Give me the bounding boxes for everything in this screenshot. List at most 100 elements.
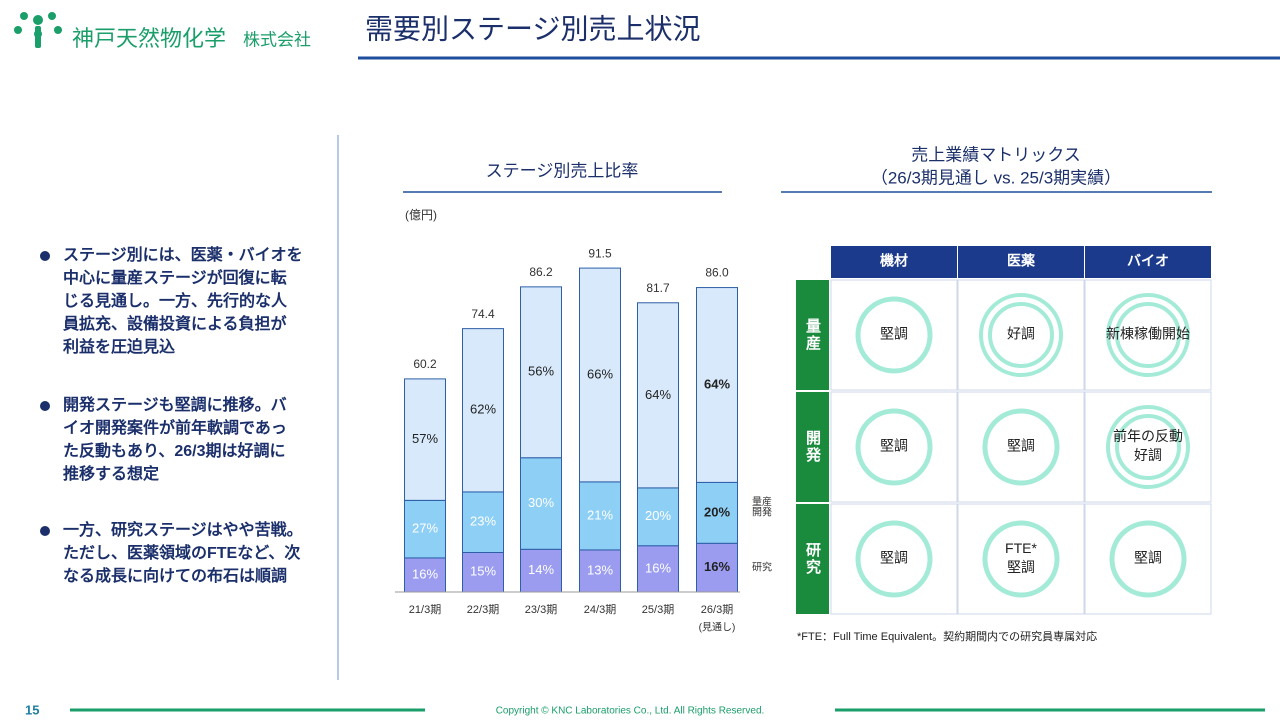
bar-segment	[579, 267, 621, 483]
footnote: *FTE：Full Time Equivalent。契約期間内での研究員専属対応	[797, 629, 1097, 643]
page-number: 15	[25, 702, 39, 717]
legend-label: 量産	[752, 495, 772, 508]
bar-segment	[579, 481, 621, 551]
segment-label: 16%	[704, 559, 730, 574]
total-label: 91.5	[588, 246, 612, 260]
segment-label: 14%	[528, 562, 554, 577]
segment-label: 15%	[470, 564, 496, 579]
total-label: 86.0	[705, 266, 729, 280]
segment-label: 56%	[528, 364, 554, 379]
segment-label: 66%	[587, 366, 613, 381]
cell-ring	[855, 520, 933, 598]
cell-ring	[982, 520, 1060, 598]
cell-ring	[982, 408, 1060, 486]
bar-segment	[462, 328, 504, 493]
cell-ring	[1115, 414, 1181, 480]
bullet-text: ステージ別には、医薬・バイオを	[63, 245, 303, 264]
matrix-cell-text: 好調	[1007, 326, 1035, 342]
matrix-cell-text: FTE*	[1005, 540, 1037, 556]
matrix-row-header	[796, 504, 829, 614]
bar-segment	[637, 487, 679, 547]
matrix-header	[958, 246, 1084, 278]
matrix-header-text: バイオ	[1127, 253, 1169, 269]
matrix-cell-text: 新棟稼働開始	[1106, 326, 1190, 342]
matrix-title: （26/3期見通し vs. 25/3期実績）	[871, 168, 1121, 187]
matrix-row-text: 開発	[804, 430, 822, 464]
bullet-dot	[40, 401, 50, 411]
matrix-row-header	[796, 392, 829, 502]
copyright: Copyright © KNC Laboratories Co., Ltd. A…	[496, 706, 765, 717]
total-label: 86.2	[529, 265, 553, 279]
cell-ring	[855, 408, 933, 486]
segment-label: 64%	[704, 376, 730, 391]
matrix-row-text: 量産	[804, 318, 821, 352]
bullet-text: じる見通し。一方、先行的な人	[63, 291, 288, 310]
segment-label: 27%	[412, 521, 438, 536]
bullet-text: なる成長に向けての布石は順調	[63, 566, 287, 585]
bullet-text: た反動もあり、26/3期は好調に	[63, 441, 286, 460]
matrix-row-text: 研究	[804, 542, 821, 576]
segment-label: 57%	[412, 431, 438, 446]
bullet-text: 一方、研究ステージはやや苦戦。	[63, 520, 303, 539]
cell-ring	[1115, 302, 1181, 368]
bar-segment	[637, 545, 679, 593]
legend-label: 開発	[752, 505, 772, 518]
segment-label: 62%	[470, 402, 496, 417]
segment-label: 20%	[704, 504, 730, 519]
bar-segment	[696, 481, 738, 544]
x-tick-label: 24/3期	[584, 603, 616, 616]
slide-title: 需要別ステージ別売上状況	[365, 13, 700, 44]
segment-label: 16%	[412, 566, 438, 581]
matrix-cell-text: 堅調	[1007, 438, 1035, 454]
matrix-cell-text: 前年の反動	[1113, 428, 1183, 444]
logo-name: 神戸天然物化学	[72, 26, 226, 51]
bullet-text: イオ開発案件が前年軟調であっ	[63, 418, 287, 437]
bar-segment	[520, 286, 562, 459]
segment-label: 30%	[528, 495, 554, 510]
bar-segment	[696, 287, 738, 483]
logo-suffix: 株式会社	[243, 30, 311, 49]
bullet-text: 員拡充、設備投資による負担が	[62, 314, 287, 333]
matrix-cell-text: 堅調	[880, 326, 908, 342]
x-tick-label: 26/3期	[701, 603, 733, 616]
cell-ring	[1106, 405, 1190, 489]
matrix-row-header	[796, 280, 829, 390]
bullet-text: 中心に量産ステージが回復に転	[63, 268, 287, 287]
total-label: 81.7	[646, 281, 670, 295]
bullet-dot	[40, 526, 50, 536]
segment-label: 21%	[587, 507, 613, 522]
matrix-title: 売上業績マトリックス	[911, 145, 1081, 164]
bullet-text: 推移する想定	[63, 464, 159, 483]
bullet-text: 開発ステージも堅調に推移。バ	[63, 395, 287, 414]
matrix-header	[831, 246, 957, 278]
bar-segment	[404, 378, 446, 501]
segment-label: 64%	[645, 387, 671, 402]
category-note: (見通し)	[699, 622, 736, 634]
matrix-cell-text: 堅調	[880, 550, 908, 566]
bar-segment	[520, 457, 562, 550]
bar-segment	[637, 302, 679, 489]
matrix-header	[1085, 246, 1211, 278]
cell-ring	[979, 293, 1063, 377]
matrix-header-text: 医薬	[1007, 253, 1035, 269]
cell-ring	[1106, 293, 1190, 377]
x-tick-label: 23/3期	[525, 603, 557, 616]
unit-label: (億円)	[405, 208, 437, 222]
cell-ring	[855, 296, 933, 374]
chart-title: ステージ別売上比率	[486, 161, 639, 180]
total-label: 60.2	[413, 357, 437, 371]
bullet-text: ただし、医薬領域のFTEなど、次	[63, 543, 300, 562]
cell-ring	[988, 302, 1054, 368]
logo-icon	[14, 12, 62, 48]
bar-segment	[404, 557, 446, 593]
segment-label: 13%	[587, 562, 613, 577]
bullet-dot	[40, 251, 50, 261]
x-tick-label: 25/3期	[642, 603, 674, 616]
x-tick-label: 21/3期	[409, 603, 441, 616]
segment-label: 16%	[645, 560, 671, 575]
segment-label: 20%	[645, 508, 671, 523]
matrix-cell-text: 堅調	[1134, 550, 1162, 566]
matrix-cell-text: 好調	[1134, 447, 1162, 463]
bar-segment	[404, 499, 446, 559]
